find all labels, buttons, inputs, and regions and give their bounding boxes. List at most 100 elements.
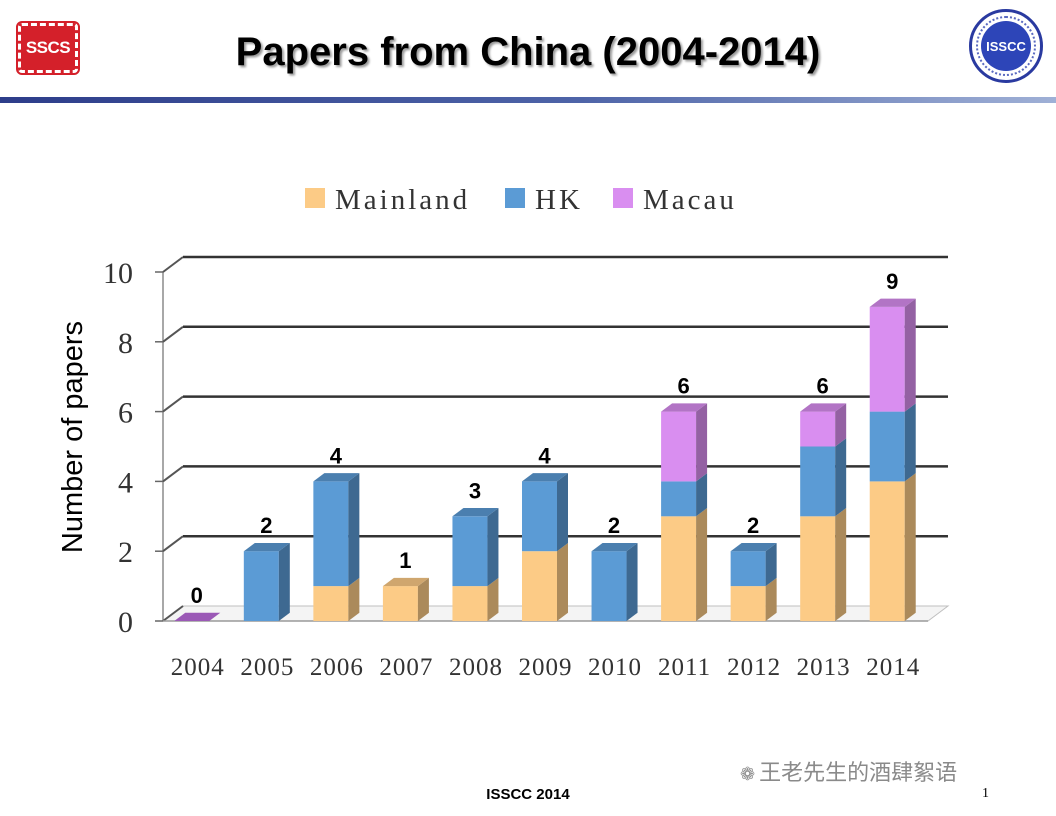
wechat-icon: ❁	[740, 764, 756, 785]
bar-segment-macau-2013	[800, 411, 836, 447]
bar-side-mainland-2011	[696, 508, 708, 621]
x-tick-label: 2009	[519, 654, 573, 681]
bar-side-hk-2014	[904, 403, 916, 482]
bar-segment-hk-2008	[452, 516, 488, 587]
gridline-diagonal	[162, 535, 184, 553]
x-tick-label: 2006	[310, 654, 364, 681]
bar-side-mainland-2013	[835, 508, 847, 621]
bar-segment-mainland-2012	[730, 586, 766, 621]
bar-side-mainland-2007	[417, 577, 429, 621]
data-label-2010: 2	[608, 513, 620, 538]
data-label-2008: 3	[469, 478, 481, 503]
bar-segment-macau-2011	[661, 411, 697, 482]
x-tick-label: 2008	[449, 654, 503, 681]
gridline-diagonal	[162, 395, 184, 413]
y-tick-label: 0	[118, 606, 133, 639]
x-tick-label: 2014	[866, 654, 920, 681]
bar-segment-hk-2012	[730, 551, 766, 587]
bar-side-mainland-2009	[557, 542, 568, 621]
legend-label-macau: Macau	[643, 184, 737, 216]
x-tick-label: 2007	[379, 654, 433, 681]
data-label-2009: 4	[538, 443, 551, 468]
y-tick-label: 4	[118, 466, 133, 499]
bar-top-hk-2010	[591, 542, 638, 552]
page-number: 1	[982, 786, 989, 801]
bar-top-macau-2014	[869, 298, 916, 307]
y-tick-label: 8	[118, 327, 133, 360]
x-tick-label: 2012	[727, 654, 781, 681]
bar-side-hk-2013	[835, 438, 847, 517]
footer-conference: ISSCC 2014	[486, 786, 570, 803]
watermark-label: 王老先生的酒肆絮语	[759, 761, 958, 786]
bar-side-hk-2011	[696, 473, 708, 517]
bar-segment-hk-2006	[313, 481, 349, 587]
bar-side-mainland-2006	[348, 577, 360, 621]
bar-segment-mainland-2008	[452, 586, 488, 621]
sscs-logo: SSCS	[16, 21, 80, 75]
bar-top-mainland-2007	[382, 577, 429, 587]
data-label-2014: 9	[886, 269, 898, 294]
bar-segment-hk-2011	[661, 481, 697, 517]
data-label-2007: 1	[399, 548, 411, 573]
bar-side-mainland-2014	[904, 473, 916, 621]
data-label-2005: 2	[260, 513, 272, 538]
data-label-2004: 0	[191, 583, 203, 608]
sscs-logo-text: SSCS	[25, 38, 71, 57]
data-label-2013: 6	[817, 374, 829, 399]
data-label-2011: 6	[677, 374, 689, 399]
watermark: ❁ 王老先生的酒肆絮语	[740, 755, 957, 787]
gridline-diagonal	[162, 605, 184, 622]
gridline-diagonal	[162, 465, 184, 483]
bar-segment-hk-2009	[522, 481, 557, 552]
bar-side-hk-2006	[348, 473, 360, 587]
bar-segment-mainland-2006	[313, 586, 349, 621]
bar-segment-hk-2010	[591, 551, 627, 621]
bar-side-macau-2014	[904, 298, 916, 412]
bar-segment-mainland-2014	[869, 481, 905, 621]
bar-segment-hk-2014	[869, 411, 905, 482]
bar-segment-mainland-2011	[661, 516, 697, 621]
bar-side-macau-2011	[696, 403, 708, 482]
data-label-2012: 2	[747, 513, 759, 538]
bar-top-hk-2009	[522, 473, 568, 482]
bar-top-hk-2012	[730, 542, 777, 552]
bar-segment-hk-2005	[243, 551, 279, 621]
gridline-diagonal	[162, 325, 184, 343]
seal-ring	[976, 16, 1036, 76]
x-tick-label: 2011	[658, 654, 711, 681]
bar-side-hk-2008	[487, 508, 499, 587]
bar-zero-cap-2004	[174, 612, 221, 621]
bar-top-macau-2013	[800, 403, 847, 412]
bar-segment-mainland-2009	[522, 551, 557, 621]
x-tick-label: 2005	[240, 654, 294, 681]
legend-label-hk: HK	[535, 184, 583, 216]
bar-side-hk-2009	[557, 473, 568, 552]
legend-label-mainland: Mainland	[335, 184, 470, 216]
bar-side-hk-2010	[626, 542, 638, 621]
bar-top-hk-2005	[243, 542, 290, 552]
bar-side-macau-2013	[835, 403, 847, 447]
bar-side-mainland-2012	[765, 577, 777, 621]
legend-swatch-hk	[505, 188, 525, 208]
x-tick-label: 2010	[588, 654, 642, 681]
bar-top-hk-2008	[452, 508, 499, 517]
bar-side-hk-2005	[278, 542, 290, 621]
x-tick-label: 2004	[171, 654, 225, 681]
bar-top-macau-2011	[661, 403, 708, 412]
bar-segment-macau-2014	[869, 306, 905, 412]
gridline-diagonal	[162, 256, 184, 273]
y-tick-label: 6	[118, 397, 133, 430]
header-rule	[0, 97, 1056, 103]
bar-segment-hk-2013	[800, 446, 836, 517]
bar-side-hk-2012	[765, 542, 777, 587]
bar-segment-mainland-2013	[800, 516, 836, 621]
y-tick-label: 2	[118, 536, 133, 569]
bar-side-mainland-2008	[487, 577, 499, 621]
legend-swatch-macau	[613, 188, 633, 208]
bar-top-hk-2006	[313, 473, 360, 482]
data-label-2006: 4	[330, 443, 343, 468]
slide-title: Papers from China (2004-2014)	[235, 30, 821, 74]
isscc-seal-logo: ISSCC	[969, 9, 1043, 83]
bar-segment-mainland-2007	[382, 586, 418, 621]
